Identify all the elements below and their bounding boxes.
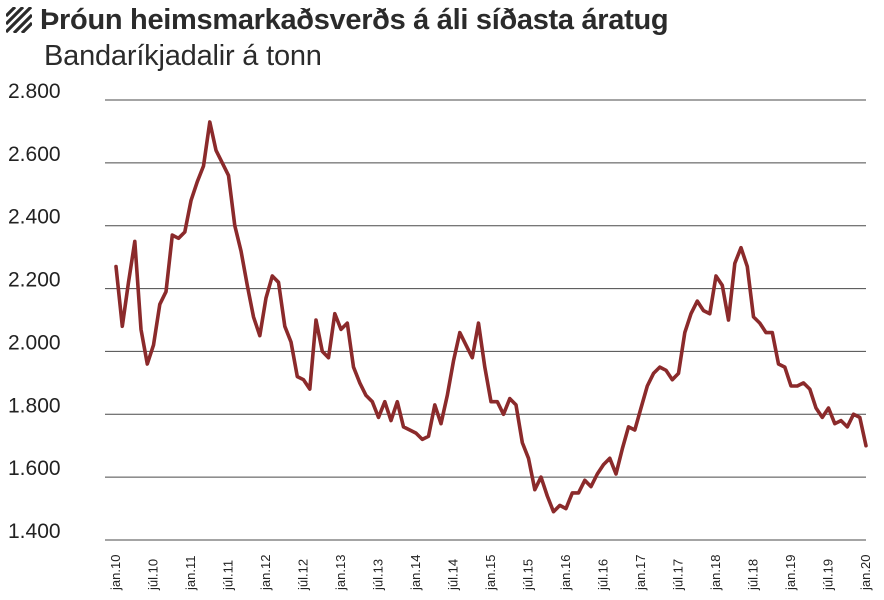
x-tick-label: júl.18: [746, 559, 761, 591]
x-tick-label: jan.19: [783, 555, 798, 591]
x-tick-label: júl.15: [521, 559, 536, 591]
x-axis-ticks: jan.10 júl.10 jan.11 júl.11 jan.12 júl.12 jan.…: [108, 555, 873, 591]
x-tick-label: júl.19: [821, 559, 836, 591]
series-line: [114, 120, 868, 514]
chart-subtitle: Bandaríkjadalir á tonn: [44, 40, 322, 72]
x-tick-label: júl.17: [671, 559, 686, 591]
x-tick-label: jan.11: [183, 556, 198, 591]
y-tick-label: 2.600: [8, 143, 61, 166]
x-tick-label: júl.12: [296, 559, 311, 591]
x-tick-label: júl.14: [446, 559, 461, 591]
x-tick-label: jan.18: [708, 555, 723, 591]
x-tick-label: jan.14: [408, 555, 423, 591]
x-tick-label: júl.10: [146, 559, 161, 591]
x-tick-label: jan.10: [108, 555, 123, 591]
y-tick-label: 1.800: [8, 394, 61, 417]
y-tick-label: 2.200: [8, 269, 61, 292]
x-tick-label: júl.13: [371, 559, 386, 591]
x-tick-label: jan.16: [558, 555, 573, 591]
title-row: Þróun heimsmarkaðsverðs á áli síðasta ár…: [6, 2, 878, 38]
y-tick-label: 2.000: [8, 331, 61, 354]
y-tick-label: 1.400: [8, 520, 61, 543]
x-tick-label: júl.11: [221, 560, 236, 591]
x-tick-label: júl.16: [596, 559, 611, 591]
y-tick-label: 2.400: [8, 206, 61, 229]
x-tick-label: jan.17: [633, 555, 648, 591]
chart-header: Þróun heimsmarkaðsverðs á áli síðasta ár…: [6, 2, 878, 73]
x-tick-label: jan.13: [333, 555, 348, 591]
x-tick-label: jan.15: [483, 555, 498, 591]
x-tick-label: jan.20: [858, 555, 873, 591]
chart-title: Þróun heimsmarkaðsverðs á áli síðasta ár…: [40, 3, 669, 36]
gridlines: [105, 99, 866, 541]
y-axis-ticks: 1.400 1.600 1.800 2.000 2.200 2.400 2.600 2.800: [8, 80, 61, 543]
x-tick-label: jan.12: [258, 555, 273, 591]
series-layer: [114, 120, 868, 514]
y-tick-label: 2.800: [8, 80, 61, 103]
y-tick-label: 1.600: [8, 457, 61, 480]
hatch-icon: [6, 7, 32, 33]
